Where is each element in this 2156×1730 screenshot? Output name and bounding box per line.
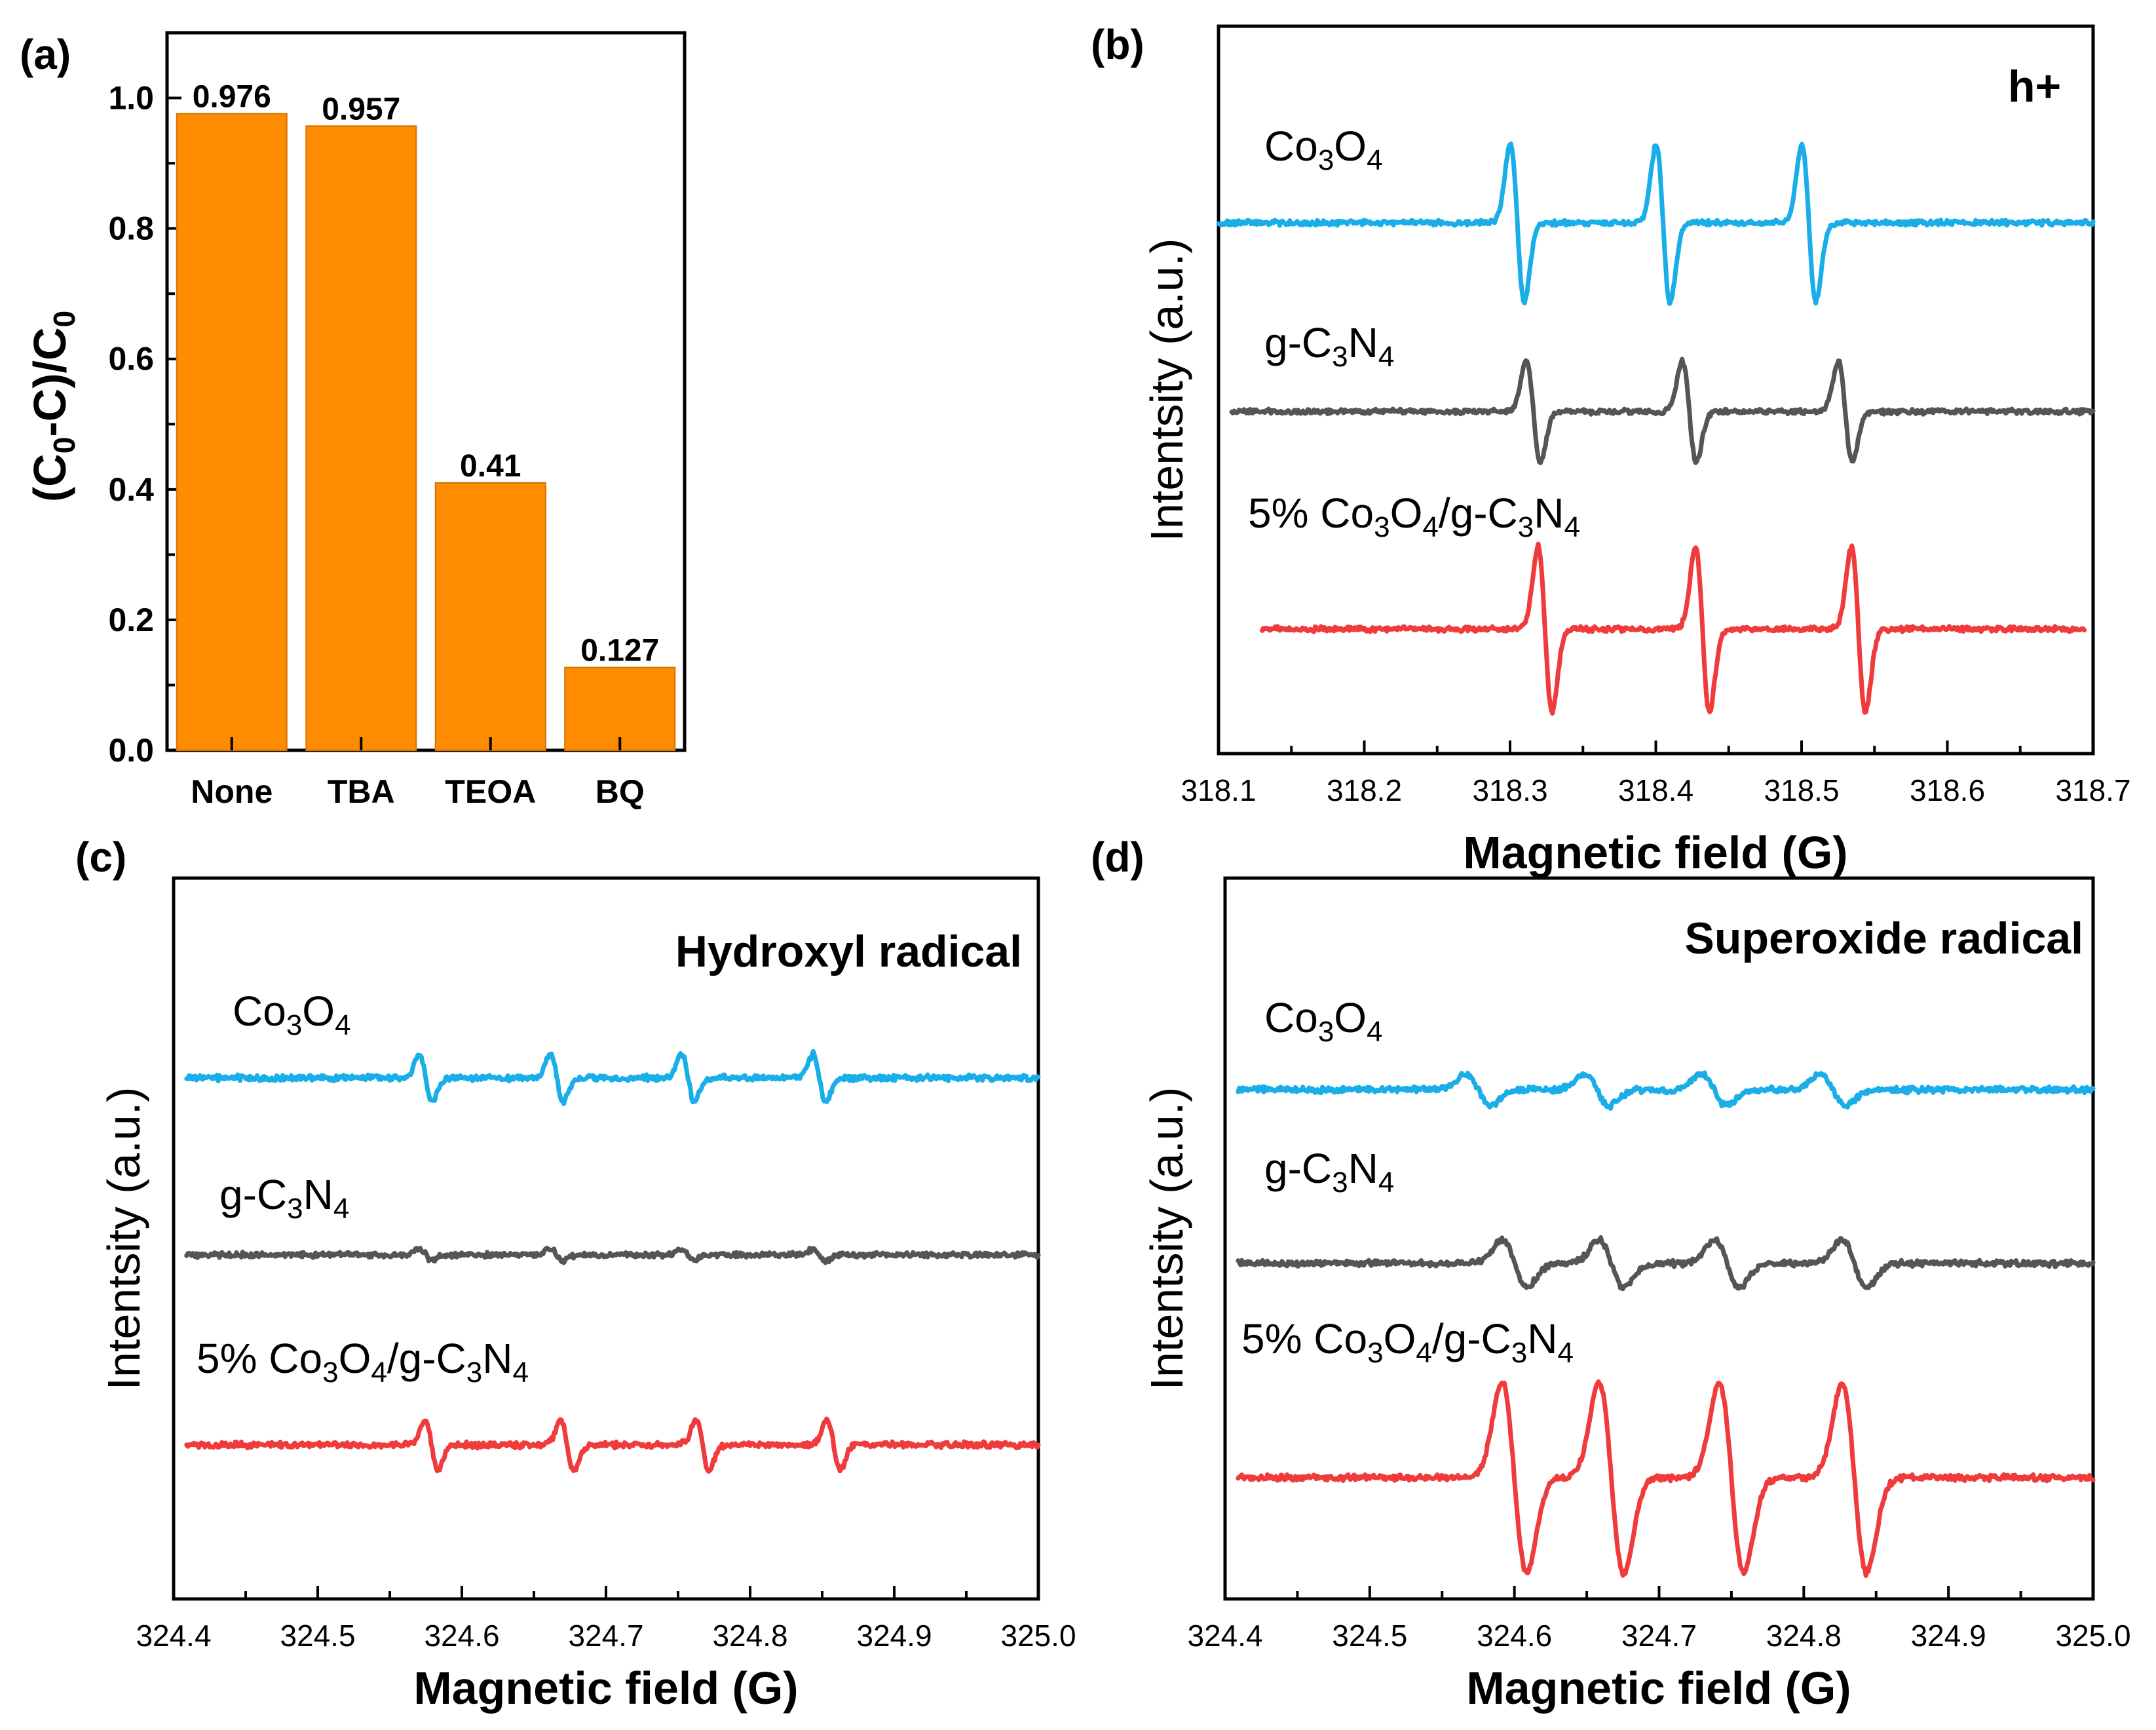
panel-d: (d) Superoxide radical Co3O4 g-C3N4 5% C… <box>1091 834 2131 1714</box>
x-tick-label-c: 325.0 <box>1000 1619 1076 1653</box>
series-label-d-co3o4: Co3O4 <box>1264 994 1383 1048</box>
x-tick-label-b: 318.7 <box>2055 773 2130 807</box>
x-axis-b: 318.1 318.2 318.3 318.4 318.5 318.6 318.7 <box>1181 740 2131 807</box>
x-tick-label-b: 318.3 <box>1472 773 1547 807</box>
y-axis-title-d: Intentsity (a.u.) <box>1141 1087 1192 1391</box>
x-tick-label-c: 324.4 <box>136 1619 211 1653</box>
series-label-b-gc3n4: g-C3N4 <box>1264 319 1394 373</box>
panel-label-c: (c) <box>75 834 126 881</box>
series-label-c-co3o4: Co3O4 <box>233 988 351 1041</box>
x-tick-label-c: 324.8 <box>712 1619 787 1653</box>
bar-none <box>176 113 288 752</box>
panel-a: (a) 0.0 0.2 0.4 0.6 0.8 1.0 0.976 0.957 0.41 0.1… <box>20 31 687 810</box>
trace-c-gc3n4 <box>184 1246 1041 1265</box>
x-axis-c: 324.4 324.5 324.6 324.7 324.8 324.9 325.0 <box>136 1586 1076 1653</box>
x-tick-label-d: 324.7 <box>1621 1619 1697 1653</box>
plot-frame-a <box>165 31 687 752</box>
series-label-d-composite: 5% Co3O4/g-C3N4 <box>1241 1315 1574 1369</box>
x-tick-label-c: 324.5 <box>280 1619 355 1653</box>
x-tick-label-b: 318.6 <box>1910 773 1985 807</box>
category-label: TBA <box>328 773 395 810</box>
data-label: 0.976 <box>193 79 271 114</box>
traces-c <box>184 1048 1041 1474</box>
trace-d-gc3n4 <box>1236 1235 2096 1292</box>
x-tick-label-d: 324.9 <box>1911 1619 1986 1653</box>
corner-label-b-text: h+ <box>2008 62 2061 111</box>
y-tick-label-a: 0.0 <box>108 732 154 769</box>
corner-label-d: Superoxide radical <box>1685 913 2083 963</box>
panel-label-d: (d) <box>1091 834 1144 881</box>
x-tick-label-b: 318.2 <box>1327 773 1402 807</box>
x-axis-title-b: Magnetic field (G) <box>1463 827 1847 878</box>
x-tick-label-b: 318.4 <box>1618 773 1693 807</box>
series-label-b-composite: 5% Co3O4/g-C3N4 <box>1248 490 1580 543</box>
traces-d <box>1236 1070 2096 1578</box>
x-tick-label-d: 324.5 <box>1332 1619 1407 1653</box>
category-label: TEOA <box>445 773 536 810</box>
bar-teoa <box>434 482 546 751</box>
x-axis-title-d: Magnetic field (G) <box>1466 1663 1851 1714</box>
plot-frame-c <box>172 876 1040 1601</box>
trace-c-co3o4 <box>184 1048 1041 1106</box>
series-label-c-gc3n4: g-C3N4 <box>219 1171 349 1225</box>
y-axis-title-a: (C0-C)/C0 <box>24 311 81 502</box>
corner-label-c: Hydroxyl radical <box>675 927 1022 976</box>
trace-d-co3o4 <box>1236 1070 2096 1111</box>
x-tick-label-b: 318.1 <box>1181 773 1256 807</box>
x-tick-label-d: 324.8 <box>1766 1619 1842 1653</box>
trace-b-composite <box>1260 541 2087 716</box>
x-tick-label-d: 324.4 <box>1187 1619 1262 1653</box>
data-label: 0.127 <box>580 634 659 668</box>
category-label: BQ <box>596 773 645 810</box>
y-tick-label-a: 0.4 <box>108 471 154 508</box>
x-axis-a: None TBA TEOA BQ <box>191 737 645 810</box>
panel-label-a: (a) <box>20 31 71 78</box>
trace-b-co3o4 <box>1216 142 2096 306</box>
x-tick-label-b: 318.5 <box>1764 773 1839 807</box>
panel-c: (c) Hydroxyl radical Co3O4 g-C3N4 5% Co3… <box>75 834 1076 1714</box>
x-tick-label-c: 324.7 <box>568 1619 643 1653</box>
x-tick-label-d: 325.0 <box>2055 1619 2130 1653</box>
series-label-b-co3o4: Co3O4 <box>1264 123 1383 176</box>
y-axis-a: 0.0 0.2 0.4 0.6 0.8 1.0 <box>108 31 181 769</box>
category-label: None <box>191 773 273 810</box>
y-axis-title-c: Intentsity (a.u.) <box>98 1087 149 1391</box>
trace-b-gc3n4 <box>1229 356 2096 465</box>
bar-tba <box>305 125 417 752</box>
x-tick-label-d: 324.6 <box>1477 1619 1552 1653</box>
trace-c-composite <box>184 1416 1041 1474</box>
panel-b: (b) h+ Co3O4 g-C3N4 5% Co3O4/g-C3N4 318.… <box>1091 21 2131 878</box>
y-tick-label-a: 0.6 <box>108 341 154 377</box>
series-label-c-composite: 5% Co3O4/g-C3N4 <box>197 1335 529 1389</box>
series-label-d-gc3n4: g-C3N4 <box>1264 1145 1394 1199</box>
plot-frame-d <box>1223 876 2095 1601</box>
bars-a: 0.976 0.957 0.41 0.127 <box>176 79 676 752</box>
corner-label-b: h+ <box>2008 62 2061 111</box>
y-tick-label-a: 1.0 <box>108 80 154 117</box>
data-label: 0.957 <box>322 92 400 126</box>
x-axis-title-c: Magnetic field (G) <box>413 1663 798 1714</box>
trace-d-composite <box>1236 1379 2096 1578</box>
data-label: 0.41 <box>460 449 521 484</box>
x-tick-label-c: 324.9 <box>856 1619 932 1653</box>
x-tick-label-c: 324.6 <box>424 1619 499 1653</box>
y-tick-label-a: 0.2 <box>108 602 154 638</box>
panel-label-b: (b) <box>1091 21 1144 68</box>
traces-b <box>1216 142 2096 716</box>
x-axis-d: 324.4 324.5 324.6 324.7 324.8 324.9 325.0 <box>1187 1586 2131 1653</box>
y-tick-label-a: 0.8 <box>108 210 154 247</box>
y-axis-title-b: Intentsity (a.u.) <box>1141 239 1192 542</box>
